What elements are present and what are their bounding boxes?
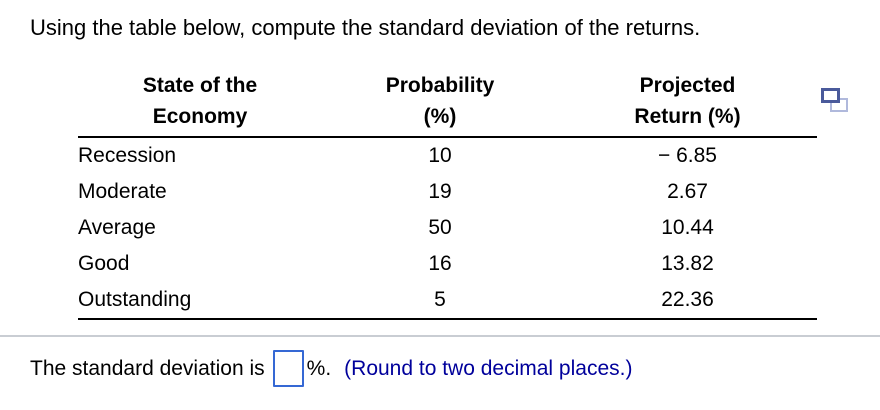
problem-statement: Using the table below, compute the stand…: [30, 15, 701, 40]
table-header-row: State of the Economy Probability (%) Pro…: [78, 70, 817, 138]
table-row: Good 16 13.82: [78, 246, 817, 282]
answer-prefix-text: The standard deviation is: [30, 356, 265, 380]
state-cell: Moderate: [78, 180, 167, 203]
state-cell: Outstanding: [78, 282, 322, 320]
state-cell: Average: [78, 216, 156, 239]
answer-suffix-text: %.: [306, 356, 332, 380]
probability-cell: 19: [428, 180, 452, 203]
probability-cell: 16: [428, 252, 452, 275]
probability-cell: 10: [428, 144, 452, 167]
section-divider: [0, 335, 880, 337]
copy-table-icon[interactable]: [821, 88, 849, 114]
projected-return-cell: 22.36: [558, 282, 817, 320]
standard-deviation-input[interactable]: [272, 350, 304, 387]
projected-return-cell: − 6.85: [658, 144, 717, 167]
returns-table: State of the Economy Probability (%) Pro…: [78, 70, 817, 320]
copy-table-icon-front-window: [821, 88, 840, 103]
probability-cell: 5: [322, 282, 558, 320]
column-header-probability: Probability (%): [322, 70, 558, 138]
projected-return-cell: 2.67: [667, 180, 708, 203]
table-row: Average 50 10.44: [78, 210, 817, 246]
state-cell: Good: [78, 252, 130, 275]
answer-sentence: The standard deviation is %. (Round to t…: [30, 348, 632, 389]
table-row: Outstanding 5 22.36: [78, 282, 817, 320]
projected-return-cell: 13.82: [661, 252, 714, 275]
rounding-instruction: (Round to two decimal places.): [344, 356, 633, 380]
table-row: Recession 10 − 6.85: [78, 137, 817, 174]
column-header-state-of-economy: State of the Economy: [78, 70, 322, 138]
state-cell: Recession: [78, 144, 177, 167]
probability-cell: 50: [428, 216, 452, 239]
column-header-projected-return: Projected Return (%): [558, 70, 817, 138]
table-row: Moderate 19 2.67: [78, 174, 817, 210]
projected-return-cell: 10.44: [661, 216, 714, 239]
